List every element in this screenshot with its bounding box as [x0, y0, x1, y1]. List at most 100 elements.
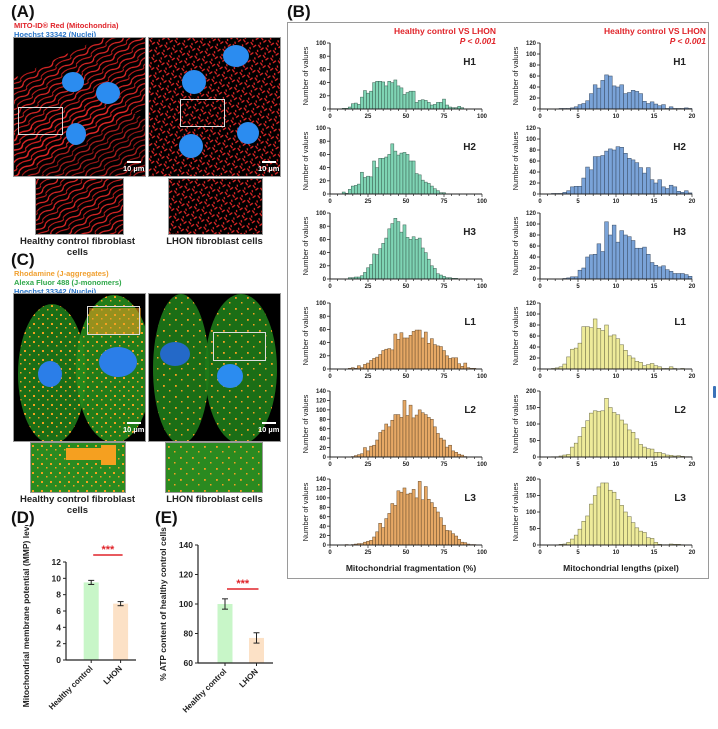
- histogram-bar: [596, 87, 602, 110]
- histogram-bar: [566, 356, 571, 370]
- histogram-bar: [649, 448, 655, 458]
- histogram-bar: [619, 344, 624, 370]
- y-tick-label: 20: [319, 354, 326, 360]
- micrograph-healthy-mito: 10 µm: [13, 37, 146, 177]
- histogram-bar: [420, 179, 425, 195]
- caption-lhon: LHON fibroblast cells: [166, 236, 263, 247]
- histogram-bar: [589, 254, 594, 280]
- x-tick-label: 25: [365, 284, 372, 290]
- histogram-bar: [408, 335, 413, 370]
- histogram-bar: [372, 358, 376, 370]
- y-tick-label: 80: [529, 233, 536, 239]
- histogram-bar: [378, 523, 382, 546]
- histogram-bar: [427, 183, 431, 195]
- histogram-bar: [405, 337, 410, 370]
- histogram-bar: [634, 247, 640, 280]
- x-tick-label: 0: [328, 114, 332, 120]
- histogram-bar: [366, 540, 370, 546]
- histogram-bar: [646, 364, 651, 370]
- histogram-bar: [423, 100, 428, 110]
- micrograph-lhon-mito: 10 µm: [148, 37, 281, 177]
- histogram-bar: [623, 350, 628, 370]
- histogram-bar: [657, 452, 662, 458]
- histogram-bar: [642, 172, 647, 195]
- y-tick-label: 2: [56, 639, 61, 649]
- histogram-h3-fragmentation: 0 20 40 60 80 100 0 25 50 75 100 Number of values H3: [301, 211, 488, 290]
- histogram-bar: [375, 531, 379, 546]
- histogram-bar: [454, 357, 458, 370]
- histogram-bar: [619, 505, 624, 546]
- histogram-bar: [573, 534, 579, 546]
- histogram-bar: [592, 84, 598, 110]
- bar-healthy-control: [217, 604, 233, 663]
- histogram-bar: [451, 450, 455, 458]
- histogram-bar: [360, 96, 364, 110]
- x-tick-label: 20: [689, 199, 696, 205]
- histogram-bar: [604, 221, 609, 280]
- y-tick-label: 80: [529, 148, 536, 154]
- histogram-l3-fragmentation: 0 20 40 60 80 100 120 140 0 25 50 75 100 Number of va…: [301, 477, 488, 556]
- histogram-bar: [357, 104, 361, 110]
- histogram-bar: [657, 179, 662, 195]
- nucleus: [96, 82, 120, 104]
- histogram-bar: [375, 254, 379, 280]
- histogram-bar: [445, 446, 449, 458]
- histogram-bar: [454, 535, 458, 546]
- x-tick-label: 50: [403, 114, 410, 120]
- y-tick-label: 100: [526, 422, 537, 428]
- histogram-bar: [399, 491, 404, 546]
- scale-bar: 10 µm: [258, 422, 279, 434]
- x-tick-label: 100: [477, 462, 488, 468]
- histogram-bar: [439, 102, 443, 110]
- x-tick-label: 0: [328, 374, 332, 380]
- y-tick-label: 20: [529, 96, 536, 102]
- histogram-bar: [423, 486, 428, 546]
- histogram-bar: [680, 273, 685, 280]
- roi-box: [213, 332, 266, 361]
- histogram-h2-fragmentation: 0 20 40 60 80 100 0 25 50 75 100 Number of values H2: [301, 126, 488, 205]
- y-tick-label: 60: [319, 238, 326, 244]
- histogram-bar: [630, 432, 636, 458]
- x-tick-label: 100: [477, 199, 488, 205]
- y-tick-label: 0: [533, 367, 537, 373]
- histogram-bar: [627, 92, 632, 110]
- chart-mmp: Mitochondrial membrane potential (MMP) l…: [21, 525, 136, 712]
- histogram-bar: [405, 415, 410, 458]
- y-tick-label: 60: [529, 159, 536, 165]
- histogram-bar: [393, 150, 398, 195]
- histogram-bar: [642, 446, 647, 458]
- x-tick-label: 25: [365, 199, 372, 205]
- x-tick-label: 10: [613, 462, 620, 468]
- histogram-bar: [611, 85, 617, 110]
- histogram-bar: [369, 360, 373, 370]
- histogram-bar: [372, 82, 376, 110]
- micrograph-healthy-jc1-image: [14, 294, 145, 441]
- y-tick-label: 60: [529, 244, 536, 250]
- x-tick-label: 0: [328, 199, 332, 205]
- sample-label: L1: [464, 317, 476, 328]
- histogram-bar: [430, 502, 434, 546]
- y-tick-label: 120: [316, 399, 327, 405]
- y-tick-label: 100: [316, 496, 327, 502]
- nucleus: [217, 364, 243, 388]
- histogram-bar: [378, 354, 382, 370]
- histogram-bar: [570, 538, 575, 546]
- y-tick-label: 20: [319, 264, 326, 270]
- sample-label: H1: [463, 57, 476, 68]
- histogram-bar: [427, 343, 431, 370]
- histogram-bar: [363, 90, 367, 110]
- inset-lhon-mito-image: [169, 179, 262, 234]
- histogram-bar: [573, 442, 579, 458]
- histogram-bar: [408, 160, 413, 195]
- y-axis-label: Number of values: [301, 482, 310, 541]
- histogram-bar: [589, 93, 594, 110]
- histogram-bar: [402, 224, 407, 280]
- scale-bar: 10 µm: [123, 161, 144, 173]
- inset-healthy-jc1: [30, 442, 126, 493]
- micrograph-lhon-jc1-image: [149, 294, 280, 441]
- histogram-bar: [672, 273, 678, 280]
- histogram-bar: [387, 81, 392, 110]
- histogram-bar: [442, 98, 446, 110]
- y-tick-label: 140: [316, 477, 327, 483]
- histogram-bar: [427, 258, 431, 280]
